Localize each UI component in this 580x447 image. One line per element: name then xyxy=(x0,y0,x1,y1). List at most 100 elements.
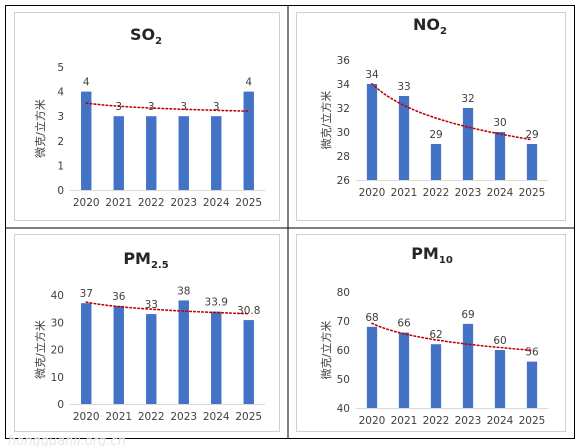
y-tick-label: 0 xyxy=(57,185,64,197)
chart-title-subscript: 2.5 xyxy=(151,260,169,271)
bar-2021 xyxy=(398,96,410,180)
x-tick-label: 2025 xyxy=(519,187,546,199)
watermark-text: hongguanli.org.cn xyxy=(8,434,126,447)
chart-title-main: PM xyxy=(411,244,439,263)
x-tick-label: 2023 xyxy=(455,415,482,427)
bar-2025 xyxy=(243,91,254,190)
bar-2020 xyxy=(366,326,378,408)
x-tick-label: 2025 xyxy=(235,197,262,209)
chart-title: PM10 xyxy=(411,244,453,266)
y-tick-label: 3 xyxy=(57,111,64,123)
data-label: 32 xyxy=(461,93,474,105)
x-tick-label: 2023 xyxy=(455,187,482,199)
data-label: 36 xyxy=(112,291,126,303)
x-tick-label: 2020 xyxy=(359,415,386,427)
y-tick-label: 1 xyxy=(57,160,64,172)
outer-frame xyxy=(5,5,575,439)
y-tick-label: 40 xyxy=(51,290,64,302)
data-label: 30 xyxy=(493,117,506,129)
x-tick-label: 2022 xyxy=(138,197,165,209)
y-axis-label: 微克/立方米 xyxy=(33,320,47,379)
y-tick-label: 20 xyxy=(51,345,64,357)
x-tick-label: 2022 xyxy=(138,411,165,423)
bar-2024 xyxy=(494,350,506,408)
data-label: 56 xyxy=(525,347,539,359)
x-tick-label: 2021 xyxy=(105,411,132,423)
chart-panel-1: SO2微克/立方米0123454202032021320223202332024… xyxy=(14,12,280,221)
trendline xyxy=(85,301,250,315)
y-tick-label: 2 xyxy=(57,136,64,148)
data-label: 3 xyxy=(213,101,220,113)
chart-panel-3: PM2.5 微克/立方米 0 10 20 30 40 37 2020 36 2021 33 2022 38… xyxy=(14,234,280,432)
trendline xyxy=(371,83,533,141)
bar-2021 xyxy=(113,116,124,190)
y-axis-label: 微克/立方米 xyxy=(33,99,47,158)
x-tick-label: 2025 xyxy=(519,415,546,427)
bar-2025 xyxy=(243,320,254,404)
bar-2022 xyxy=(146,314,157,404)
x-tick-label: 2021 xyxy=(391,187,418,199)
x-tick-label: 2022 xyxy=(423,187,450,199)
trendline xyxy=(371,322,533,352)
x-tick-label: 2023 xyxy=(170,411,197,423)
bar-2023 xyxy=(178,116,189,190)
y-tick-label: 30 xyxy=(337,127,350,139)
chart-title: SO2 xyxy=(130,25,162,47)
y-axis-label: 微克/立方米 xyxy=(319,321,333,380)
x-tick-label: 2020 xyxy=(359,187,386,199)
data-label: 3 xyxy=(115,101,122,113)
y-tick-label: 32 xyxy=(337,103,350,115)
data-label: 33.9 xyxy=(205,297,228,309)
x-tick-label: 2020 xyxy=(73,411,100,423)
bar-2024 xyxy=(494,132,506,180)
y-tick-label: 5 xyxy=(57,62,64,74)
data-label: 69 xyxy=(461,309,474,321)
data-label: 60 xyxy=(493,335,506,347)
bar-2020 xyxy=(81,91,92,190)
chart-title-subscript: 2 xyxy=(155,36,162,47)
bar-2021 xyxy=(113,305,124,404)
bar-2023 xyxy=(462,108,474,180)
x-tick-label: 2024 xyxy=(203,411,230,423)
bar-2023 xyxy=(178,300,189,404)
data-label: 4 xyxy=(83,77,90,89)
bar-2021 xyxy=(398,332,410,408)
x-tick-label: 2025 xyxy=(235,411,262,423)
bar-2022 xyxy=(146,116,157,190)
data-label: 68 xyxy=(365,312,378,324)
data-label: 33 xyxy=(145,299,158,311)
bar-2024 xyxy=(211,116,222,190)
data-label: 29 xyxy=(525,129,538,141)
chart-title-main: NO xyxy=(413,15,440,34)
chart-panel-2: NO2 微克/立方米 26 28 30 32 34 36 34 2020 33 2021 29 2022 3… xyxy=(296,12,566,221)
y-tick-label: 0 xyxy=(57,399,64,411)
data-label: 37 xyxy=(80,288,93,300)
y-tick-label: 80 xyxy=(337,287,350,299)
y-tick-label: 28 xyxy=(337,151,350,163)
bar-2020 xyxy=(366,84,378,180)
y-tick-label: 60 xyxy=(337,345,350,357)
x-tick-label: 2024 xyxy=(487,415,514,427)
bar-2023 xyxy=(462,323,474,408)
data-label: 3 xyxy=(180,101,187,113)
y-tick-label: 36 xyxy=(337,55,351,67)
bar-2025 xyxy=(526,361,538,408)
x-tick-label: 2023 xyxy=(170,197,197,209)
chart-title-main: PM xyxy=(123,249,151,268)
chart-title-main: SO xyxy=(130,25,155,44)
data-label: 30.8 xyxy=(237,305,260,317)
x-tick-label: 2021 xyxy=(391,415,418,427)
x-tick-label: 2020 xyxy=(73,197,100,209)
y-tick-label: 4 xyxy=(57,87,64,99)
data-label: 4 xyxy=(245,77,252,89)
chart-panel-4: PM10 微克/立方米 40 50 60 70 80 68 2020 66 2021 62 2022 69… xyxy=(296,234,566,432)
data-label: 66 xyxy=(397,318,411,330)
y-tick-label: 50 xyxy=(337,374,350,386)
data-label: 34 xyxy=(365,69,379,81)
bar-2022 xyxy=(430,144,442,180)
x-tick-label: 2024 xyxy=(487,187,514,199)
bar-2020 xyxy=(81,303,92,404)
bar-2022 xyxy=(430,344,442,408)
trendline xyxy=(85,102,250,112)
data-label: 29 xyxy=(429,129,442,141)
